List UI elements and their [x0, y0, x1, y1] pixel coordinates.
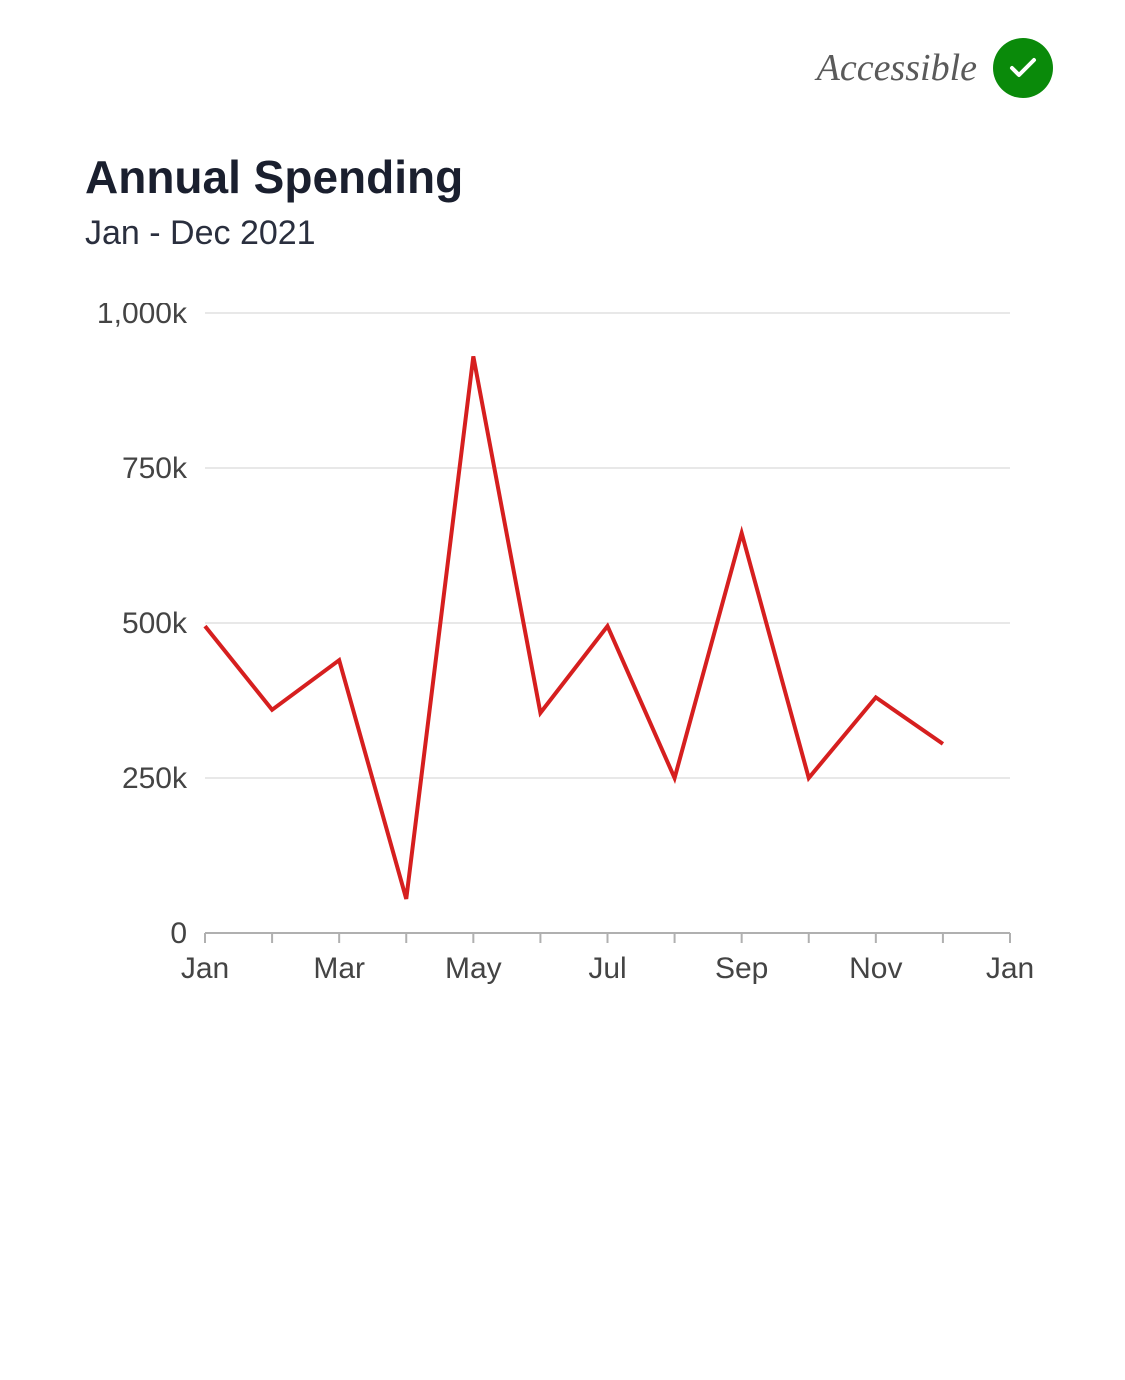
- y-axis-label: 500k: [122, 607, 188, 640]
- chart-title: Annual Spending: [85, 150, 1040, 204]
- badge-label: Accessible: [817, 46, 977, 90]
- y-axis-label: 250k: [122, 762, 188, 795]
- x-axis-label: Jan: [986, 952, 1034, 985]
- x-axis-label: Jan: [181, 952, 229, 985]
- chart-body: 0 250k 500k 750k 1,000k Jan Mar May Jul Sep Nov Jan: [85, 303, 1040, 1003]
- x-axis-label: Sep: [715, 952, 768, 985]
- x-axis-label: Jul: [588, 952, 626, 985]
- x-axis-label: Mar: [313, 952, 365, 985]
- x-axis-label: May: [445, 952, 502, 985]
- y-axis-label: 750k: [122, 452, 188, 485]
- accessible-badge: Accessible: [817, 38, 1053, 98]
- chart-subtitle: Jan - Dec 2021: [85, 214, 1040, 253]
- y-axis-label: 0: [170, 917, 187, 950]
- y-axis-label: 1,000k: [97, 303, 188, 330]
- check-icon: [993, 38, 1053, 98]
- x-axis-label: Nov: [849, 952, 902, 985]
- spending-line: [205, 356, 943, 899]
- chart-svg: 0 250k 500k 750k 1,000k Jan Mar May Jul Sep Nov Jan: [85, 303, 1040, 1003]
- spending-chart: Annual Spending Jan - Dec 2021 0 250k 500k…: [85, 150, 1040, 1003]
